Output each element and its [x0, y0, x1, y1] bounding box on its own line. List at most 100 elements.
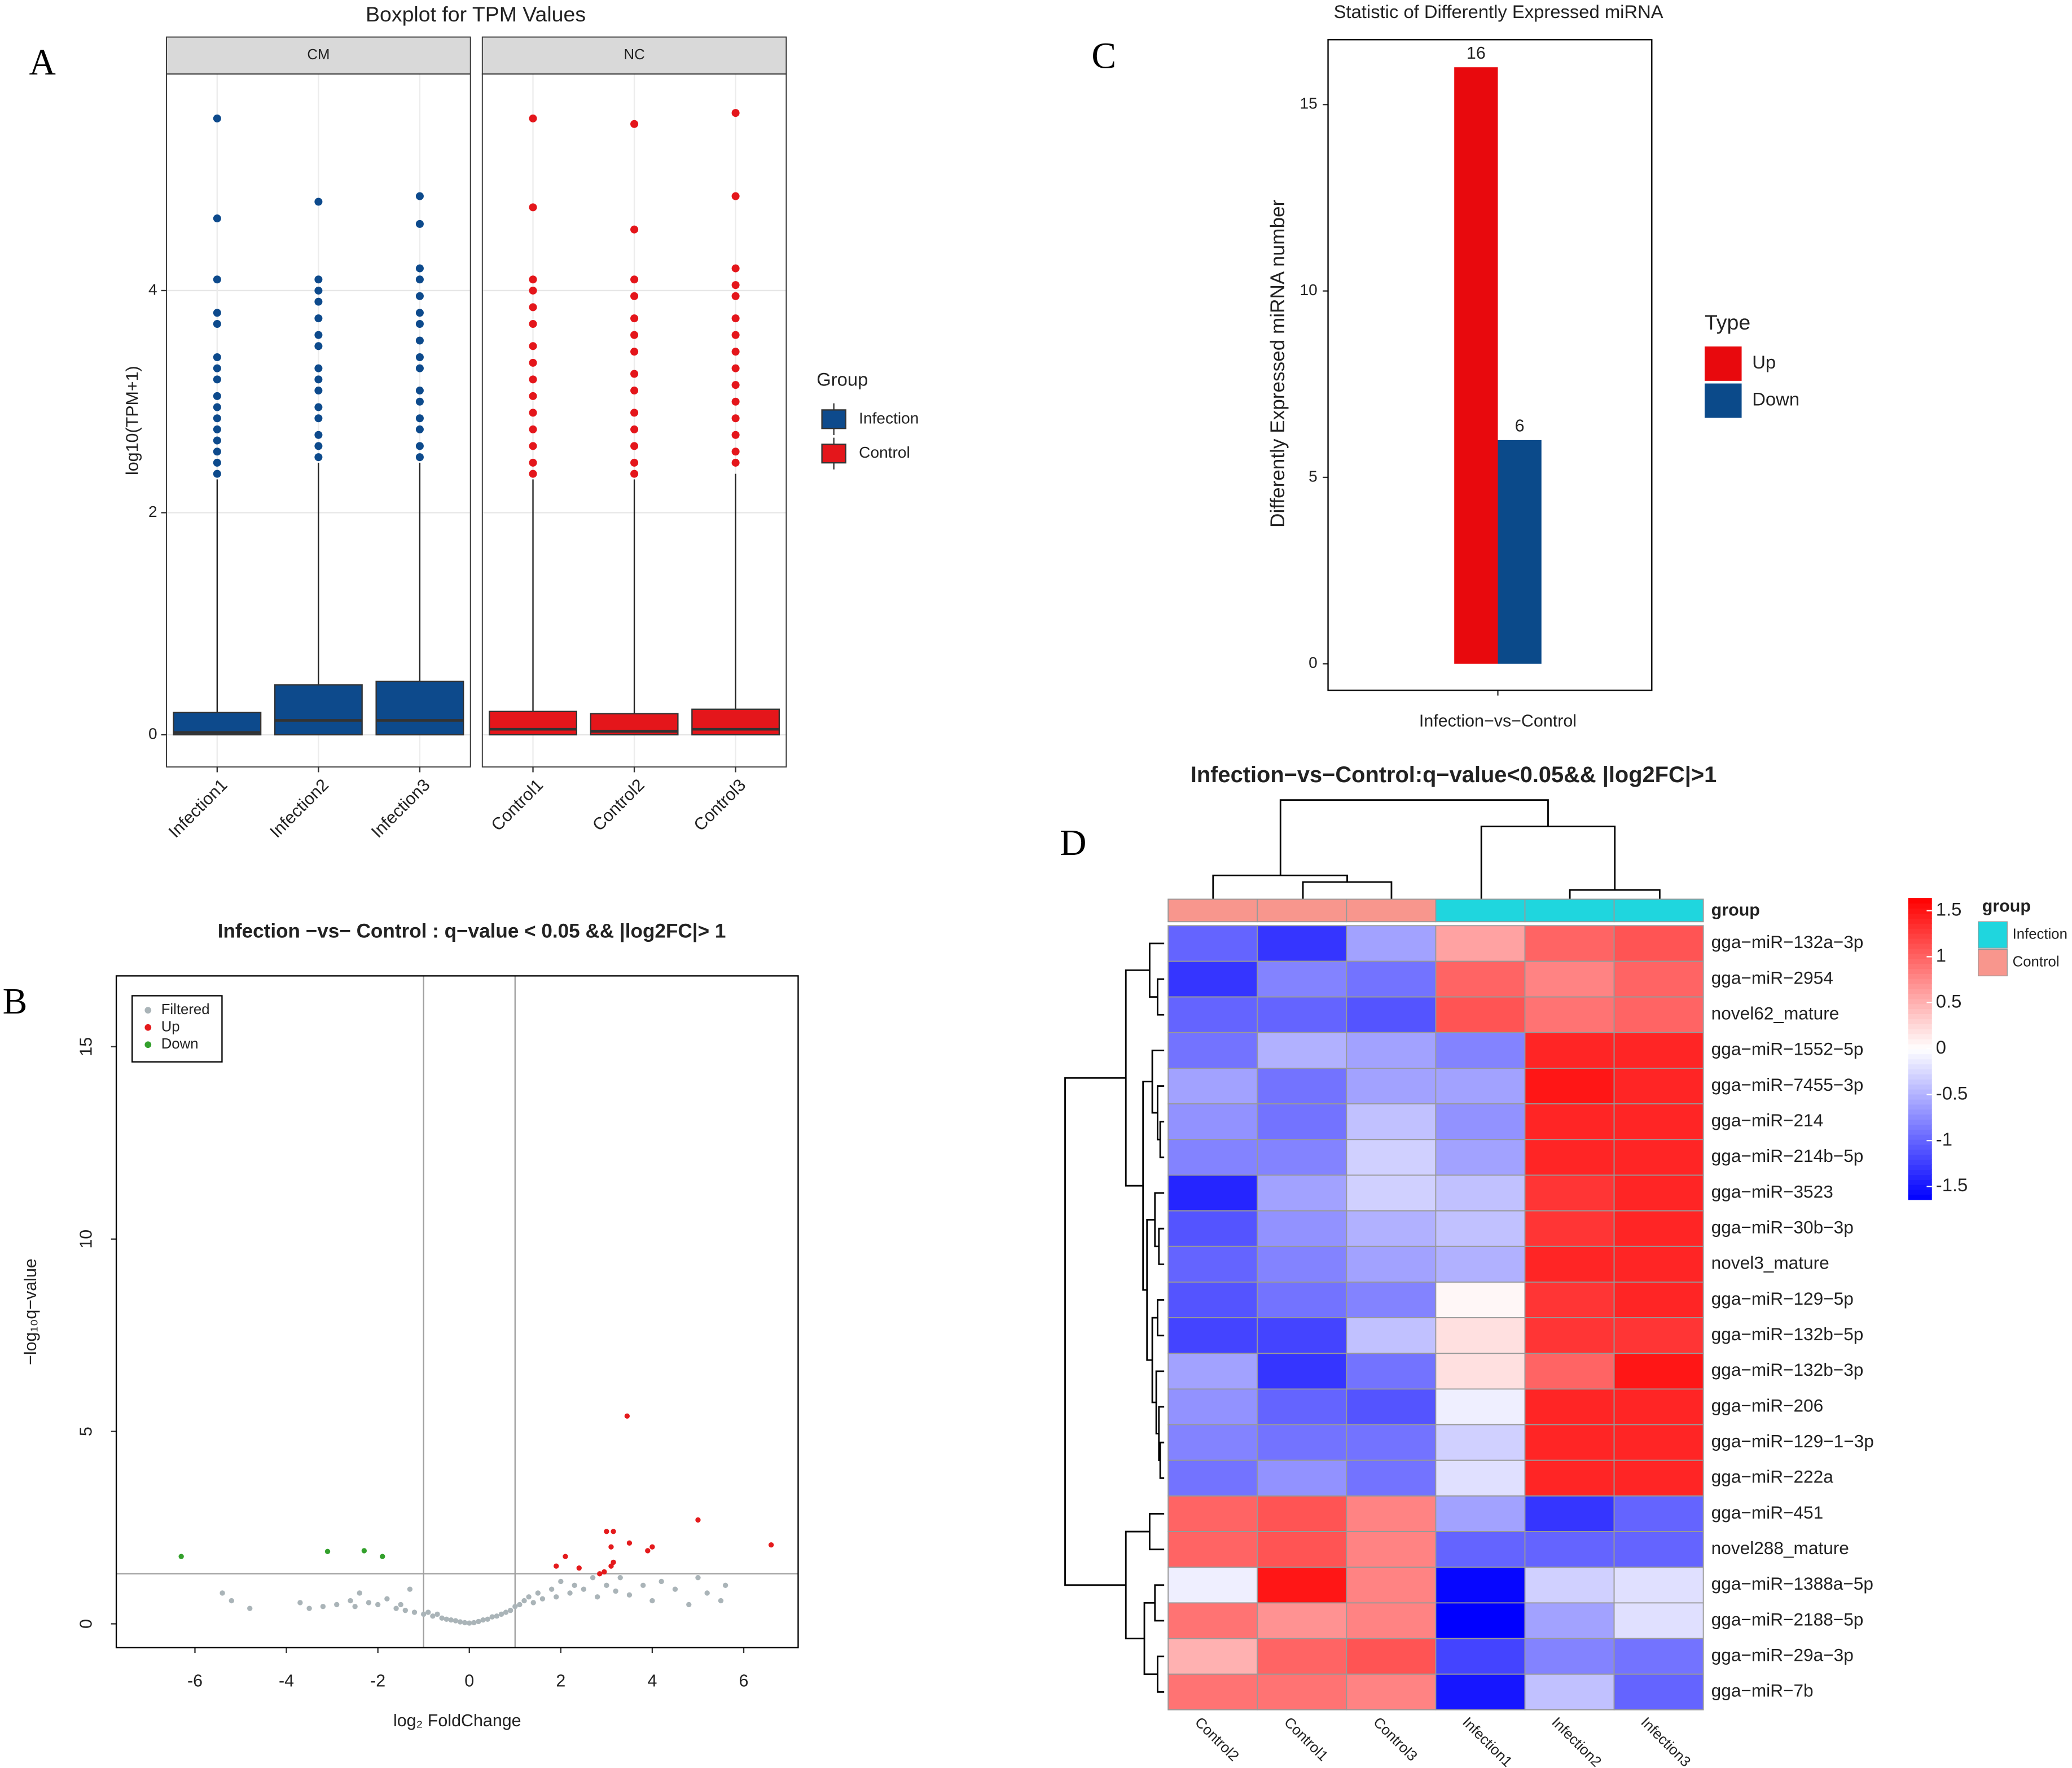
colorbar-step	[1908, 968, 1932, 974]
y-tick-label: 2	[148, 503, 157, 520]
colorbar-step	[1908, 1139, 1932, 1145]
heatmap-cell	[1346, 1567, 1437, 1604]
point	[530, 1600, 536, 1605]
outlier	[415, 309, 424, 317]
heatmap-cell	[1346, 1602, 1437, 1639]
colorbar-step	[1908, 1144, 1932, 1150]
point	[485, 1616, 490, 1622]
heatmap-cell	[1167, 1602, 1258, 1639]
outlier	[213, 403, 221, 411]
point	[361, 1548, 367, 1554]
heatmap-cell	[1167, 1174, 1258, 1212]
colorbar-step	[1908, 998, 1932, 1004]
heatmap-cell	[1435, 1317, 1526, 1354]
outlier	[529, 342, 537, 350]
point	[480, 1617, 486, 1623]
point	[494, 1613, 500, 1619]
legend-title: Group	[816, 369, 868, 390]
heatmap-cell	[1435, 1459, 1526, 1497]
heatmap-cell	[1257, 1495, 1347, 1533]
outlier	[630, 348, 639, 356]
point	[366, 1600, 372, 1605]
heatmap-cell	[1435, 1174, 1526, 1212]
x-tick-label: -2	[370, 1672, 385, 1691]
heatmap-cell	[1435, 1139, 1526, 1176]
heatmap-cell	[1524, 1495, 1615, 1533]
colorbar-step	[1908, 1174, 1932, 1180]
colorbar-step	[1908, 928, 1932, 934]
chart-title: Infection−vs−Control:q−value<0.05&& |log…	[1191, 762, 1717, 787]
heatmap-cell	[1613, 1174, 1704, 1212]
outlier	[529, 470, 537, 478]
heatmap-cell	[1613, 1353, 1704, 1390]
outlier	[213, 319, 221, 328]
colorbar-step	[1908, 1083, 1932, 1090]
outlier	[314, 414, 323, 423]
heatmap-cell	[1524, 1174, 1615, 1212]
legend-key	[144, 1024, 152, 1031]
outlier	[731, 448, 740, 456]
heatmap-cell	[1346, 1103, 1437, 1140]
outlier	[731, 281, 740, 289]
heatmap-cell	[1257, 1103, 1347, 1140]
point	[512, 1604, 518, 1609]
colorbar-step	[1908, 993, 1932, 999]
heatmap-cell	[1435, 1210, 1526, 1247]
point	[467, 1620, 472, 1626]
heatmap-cell	[1257, 1282, 1347, 1319]
colorbar-step	[1908, 1028, 1932, 1034]
row-label: gga−miR−214	[1711, 1110, 1824, 1130]
heatmap-cell	[1257, 1139, 1347, 1176]
facet-strip	[166, 36, 471, 75]
outlier	[314, 342, 323, 350]
heatmap-cell	[1524, 1282, 1615, 1319]
heatmap-cell	[1167, 1282, 1258, 1319]
heatmap-cell	[1346, 1495, 1437, 1533]
legend-title: group	[1982, 897, 2031, 916]
outlier	[314, 286, 323, 295]
outlier	[529, 442, 537, 450]
heatmap-cell	[1346, 960, 1437, 998]
colorbar-tick-label: -0.5	[1936, 1082, 1968, 1103]
point	[672, 1586, 678, 1592]
outlier	[731, 348, 740, 356]
heatmap-cell	[1167, 1245, 1258, 1283]
heatmap-cell	[1257, 1531, 1347, 1568]
legend-label: Control	[859, 444, 910, 461]
heatmap-cell	[1435, 960, 1526, 998]
colorbar-step	[1908, 938, 1932, 944]
point	[489, 1614, 495, 1620]
colorbar-step	[1908, 1073, 1932, 1080]
heatmap-cell	[1257, 1317, 1347, 1354]
annotation-cell	[1167, 898, 1258, 923]
facet-strip	[481, 36, 787, 75]
point	[503, 1609, 509, 1615]
heatmap-cell	[1524, 1068, 1615, 1105]
heatmap-cell	[1346, 1673, 1437, 1710]
colorbar-step	[1908, 933, 1932, 939]
point	[320, 1604, 326, 1609]
colorbar-step	[1908, 1068, 1932, 1074]
heatmap-cell	[1435, 1673, 1526, 1710]
point	[421, 1611, 427, 1617]
outlier	[213, 364, 221, 372]
row-label: gga−miR−129−5p	[1711, 1288, 1854, 1309]
outlier	[731, 264, 740, 273]
point	[402, 1607, 408, 1613]
outlier	[314, 314, 323, 323]
outlier	[630, 470, 639, 478]
point	[581, 1586, 587, 1592]
heatmap-cell	[1524, 1638, 1615, 1675]
colorbar-step	[1908, 1149, 1932, 1155]
point	[604, 1582, 609, 1588]
point	[604, 1529, 609, 1534]
point	[563, 1554, 568, 1559]
plot-border	[115, 975, 799, 1648]
outlier	[415, 353, 424, 362]
chart-title: Infection −vs− Control : q−value < 0.05 …	[218, 920, 726, 942]
point	[608, 1544, 614, 1550]
outlier	[529, 286, 537, 295]
heatmap-cell	[1524, 1388, 1615, 1425]
colorbar-step	[1908, 1013, 1932, 1019]
point	[508, 1607, 513, 1613]
